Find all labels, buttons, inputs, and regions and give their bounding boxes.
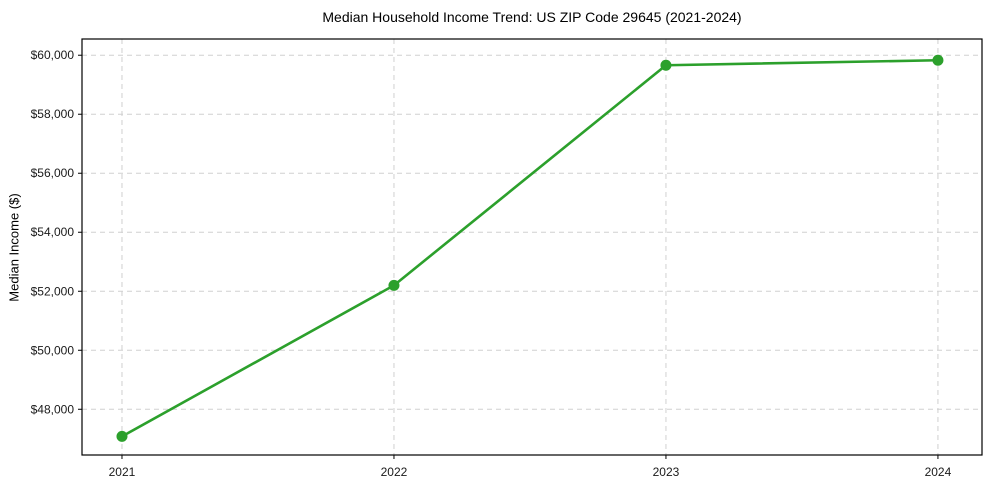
y-tick-label: $56,000 (31, 166, 75, 180)
x-tick-label: 2022 (381, 465, 408, 479)
y-tick-label: $58,000 (31, 107, 75, 121)
x-tick-label: 2023 (653, 465, 680, 479)
x-tick-label: 2021 (109, 465, 136, 479)
chart-title: Median Household Income Trend: US ZIP Co… (322, 9, 742, 25)
y-tick-label: $50,000 (31, 343, 75, 357)
y-tick-label: $48,000 (31, 402, 75, 416)
x-tick-label: 2024 (925, 465, 952, 479)
data-point-2022 (388, 279, 400, 291)
data-point-2021 (116, 430, 128, 442)
plot-border (81, 38, 983, 456)
data-point-2023 (660, 59, 672, 71)
y-tick-label: $54,000 (31, 225, 75, 239)
trend-line (120, 58, 940, 438)
y-tick-label: $60,000 (31, 48, 75, 62)
y-tick-label: $52,000 (31, 284, 75, 298)
data-point-2024 (932, 54, 944, 66)
